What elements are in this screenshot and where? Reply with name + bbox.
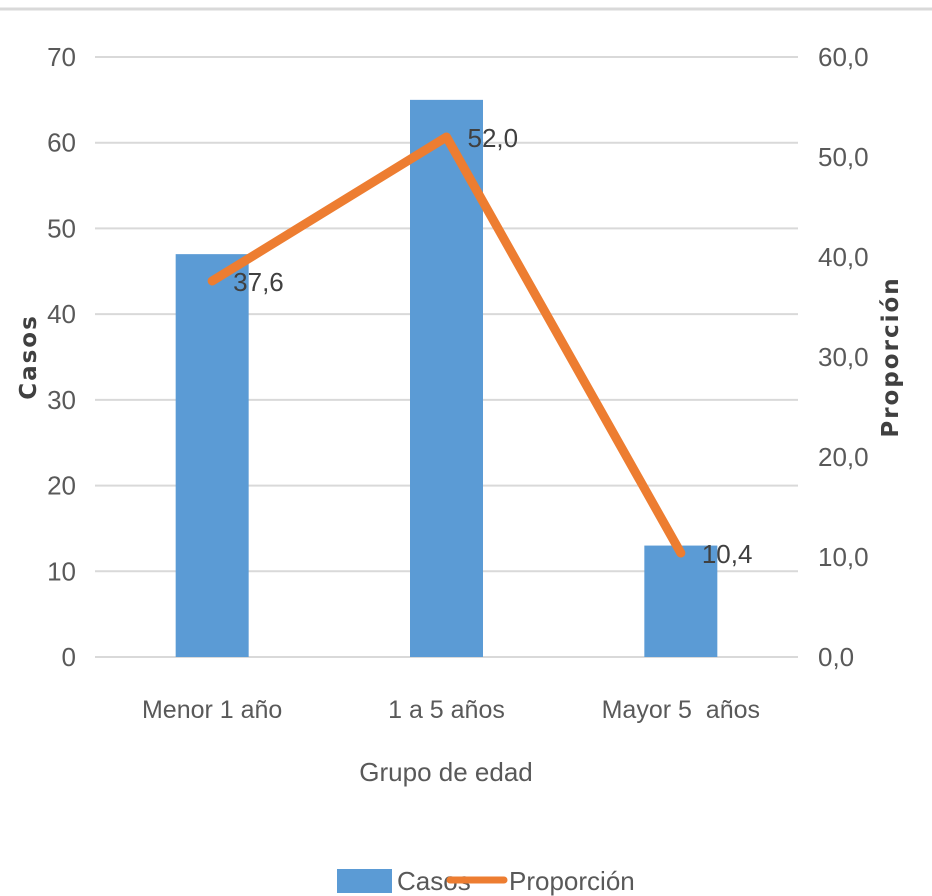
- data-labels-proporcion: 37,6 52,0 10,4: [233, 123, 752, 569]
- y-left-tick-label: 70: [47, 42, 76, 72]
- y-left-tick-label: 0: [62, 642, 76, 672]
- x-category-label: Menor 1 año: [142, 696, 282, 724]
- y-axis-left-title: Casos: [16, 314, 42, 400]
- x-axis-categories: Menor 1 año 1 a 5 años Mayor 5 años: [142, 696, 760, 724]
- x-category-label: Mayor 5 años: [602, 696, 760, 724]
- y-axis-right-title: Proporción: [878, 276, 904, 437]
- legend-label-proporcion: Proporción: [509, 866, 635, 896]
- y-right-tick-label: 30,0: [818, 342, 869, 372]
- line-path: [207, 132, 686, 558]
- bar: [410, 99, 483, 658]
- y-left-tick-label: 20: [47, 471, 76, 501]
- y-left-tick-label: 60: [47, 128, 76, 158]
- y-axis-left-ticks: 0 10 20 30 40 50 60 70: [47, 42, 76, 672]
- y-left-tick-label: 40: [47, 299, 76, 329]
- y-right-tick-label: 40,0: [818, 242, 869, 272]
- bars-casos: [175, 99, 718, 658]
- y-right-tick-label: 60,0: [818, 42, 869, 72]
- y-axis-right-ticks: 0,0 10,0 20,0 30,0 40,0 50,0 60,0: [818, 42, 869, 672]
- data-label: 10,4: [702, 539, 753, 569]
- y-right-tick-label: 0,0: [818, 642, 854, 672]
- y-right-tick-label: 50,0: [818, 142, 869, 172]
- bar: [175, 254, 249, 657]
- line-proporcion: [207, 132, 686, 558]
- data-label: 52,0: [468, 123, 519, 153]
- legend-swatch-casos: [337, 869, 392, 893]
- y-left-tick-label: 30: [47, 385, 76, 415]
- y-left-tick-label: 50: [47, 213, 76, 243]
- y-right-tick-label: 20,0: [818, 442, 869, 472]
- bar: [644, 545, 718, 657]
- x-axis-title: Grupo de edad: [359, 757, 532, 787]
- y-left-tick-label: 10: [47, 556, 76, 586]
- legend: Casos Proporción: [337, 866, 635, 896]
- data-label: 37,6: [233, 267, 284, 297]
- x-category-label: 1 a 5 años: [388, 696, 505, 724]
- y-right-tick-label: 10,0: [818, 542, 869, 572]
